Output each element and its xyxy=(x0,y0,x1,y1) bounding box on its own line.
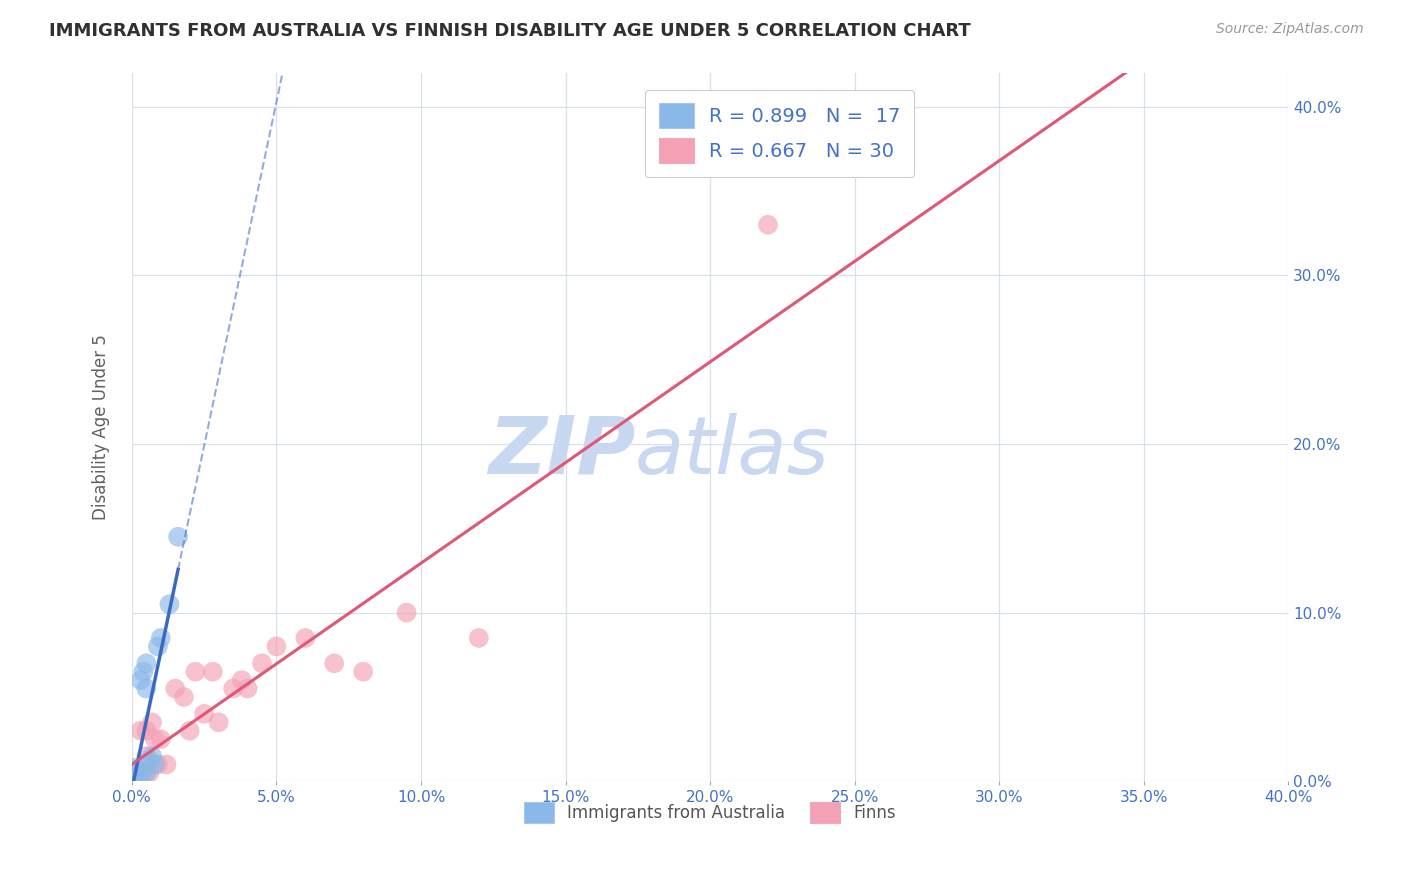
Point xyxy=(173,690,195,704)
Point xyxy=(236,681,259,696)
Legend: Immigrants from Australia, Finns: Immigrants from Australia, Finns xyxy=(517,795,903,830)
Point xyxy=(149,631,172,645)
Point xyxy=(135,723,157,738)
Point xyxy=(207,715,229,730)
Point xyxy=(132,665,155,679)
Point xyxy=(135,765,157,780)
Point xyxy=(135,657,157,671)
Point xyxy=(756,218,779,232)
Y-axis label: Disability Age Under 5: Disability Age Under 5 xyxy=(93,334,110,520)
Point xyxy=(135,749,157,764)
Point xyxy=(127,763,149,777)
Text: atlas: atlas xyxy=(636,413,830,491)
Point xyxy=(266,640,288,654)
Point xyxy=(135,681,157,696)
Point xyxy=(141,715,163,730)
Point xyxy=(184,665,207,679)
Point xyxy=(250,657,273,671)
Point xyxy=(143,732,166,747)
Point xyxy=(149,732,172,747)
Point xyxy=(132,765,155,780)
Point xyxy=(165,681,187,696)
Point xyxy=(352,665,374,679)
Point xyxy=(294,631,316,645)
Point xyxy=(124,765,146,780)
Point xyxy=(231,673,253,687)
Point xyxy=(159,597,181,611)
Point xyxy=(127,765,149,780)
Point xyxy=(222,681,245,696)
Point xyxy=(323,657,346,671)
Point xyxy=(155,757,177,772)
Point xyxy=(129,673,152,687)
Point xyxy=(124,761,146,775)
Point xyxy=(179,723,201,738)
Point xyxy=(138,754,160,768)
Point xyxy=(141,749,163,764)
Point xyxy=(127,769,149,783)
Point xyxy=(193,706,215,721)
Point xyxy=(395,606,418,620)
Point xyxy=(138,765,160,780)
Text: ZIP: ZIP xyxy=(488,413,636,491)
Point xyxy=(146,757,169,772)
Point xyxy=(129,767,152,781)
Text: Source: ZipAtlas.com: Source: ZipAtlas.com xyxy=(1216,22,1364,37)
Point xyxy=(146,640,169,654)
Point xyxy=(201,665,224,679)
Point xyxy=(143,757,166,772)
Point xyxy=(124,769,146,783)
Text: IMMIGRANTS FROM AUSTRALIA VS FINNISH DISABILITY AGE UNDER 5 CORRELATION CHART: IMMIGRANTS FROM AUSTRALIA VS FINNISH DIS… xyxy=(49,22,972,40)
Point xyxy=(129,723,152,738)
Point xyxy=(167,530,190,544)
Point xyxy=(468,631,491,645)
